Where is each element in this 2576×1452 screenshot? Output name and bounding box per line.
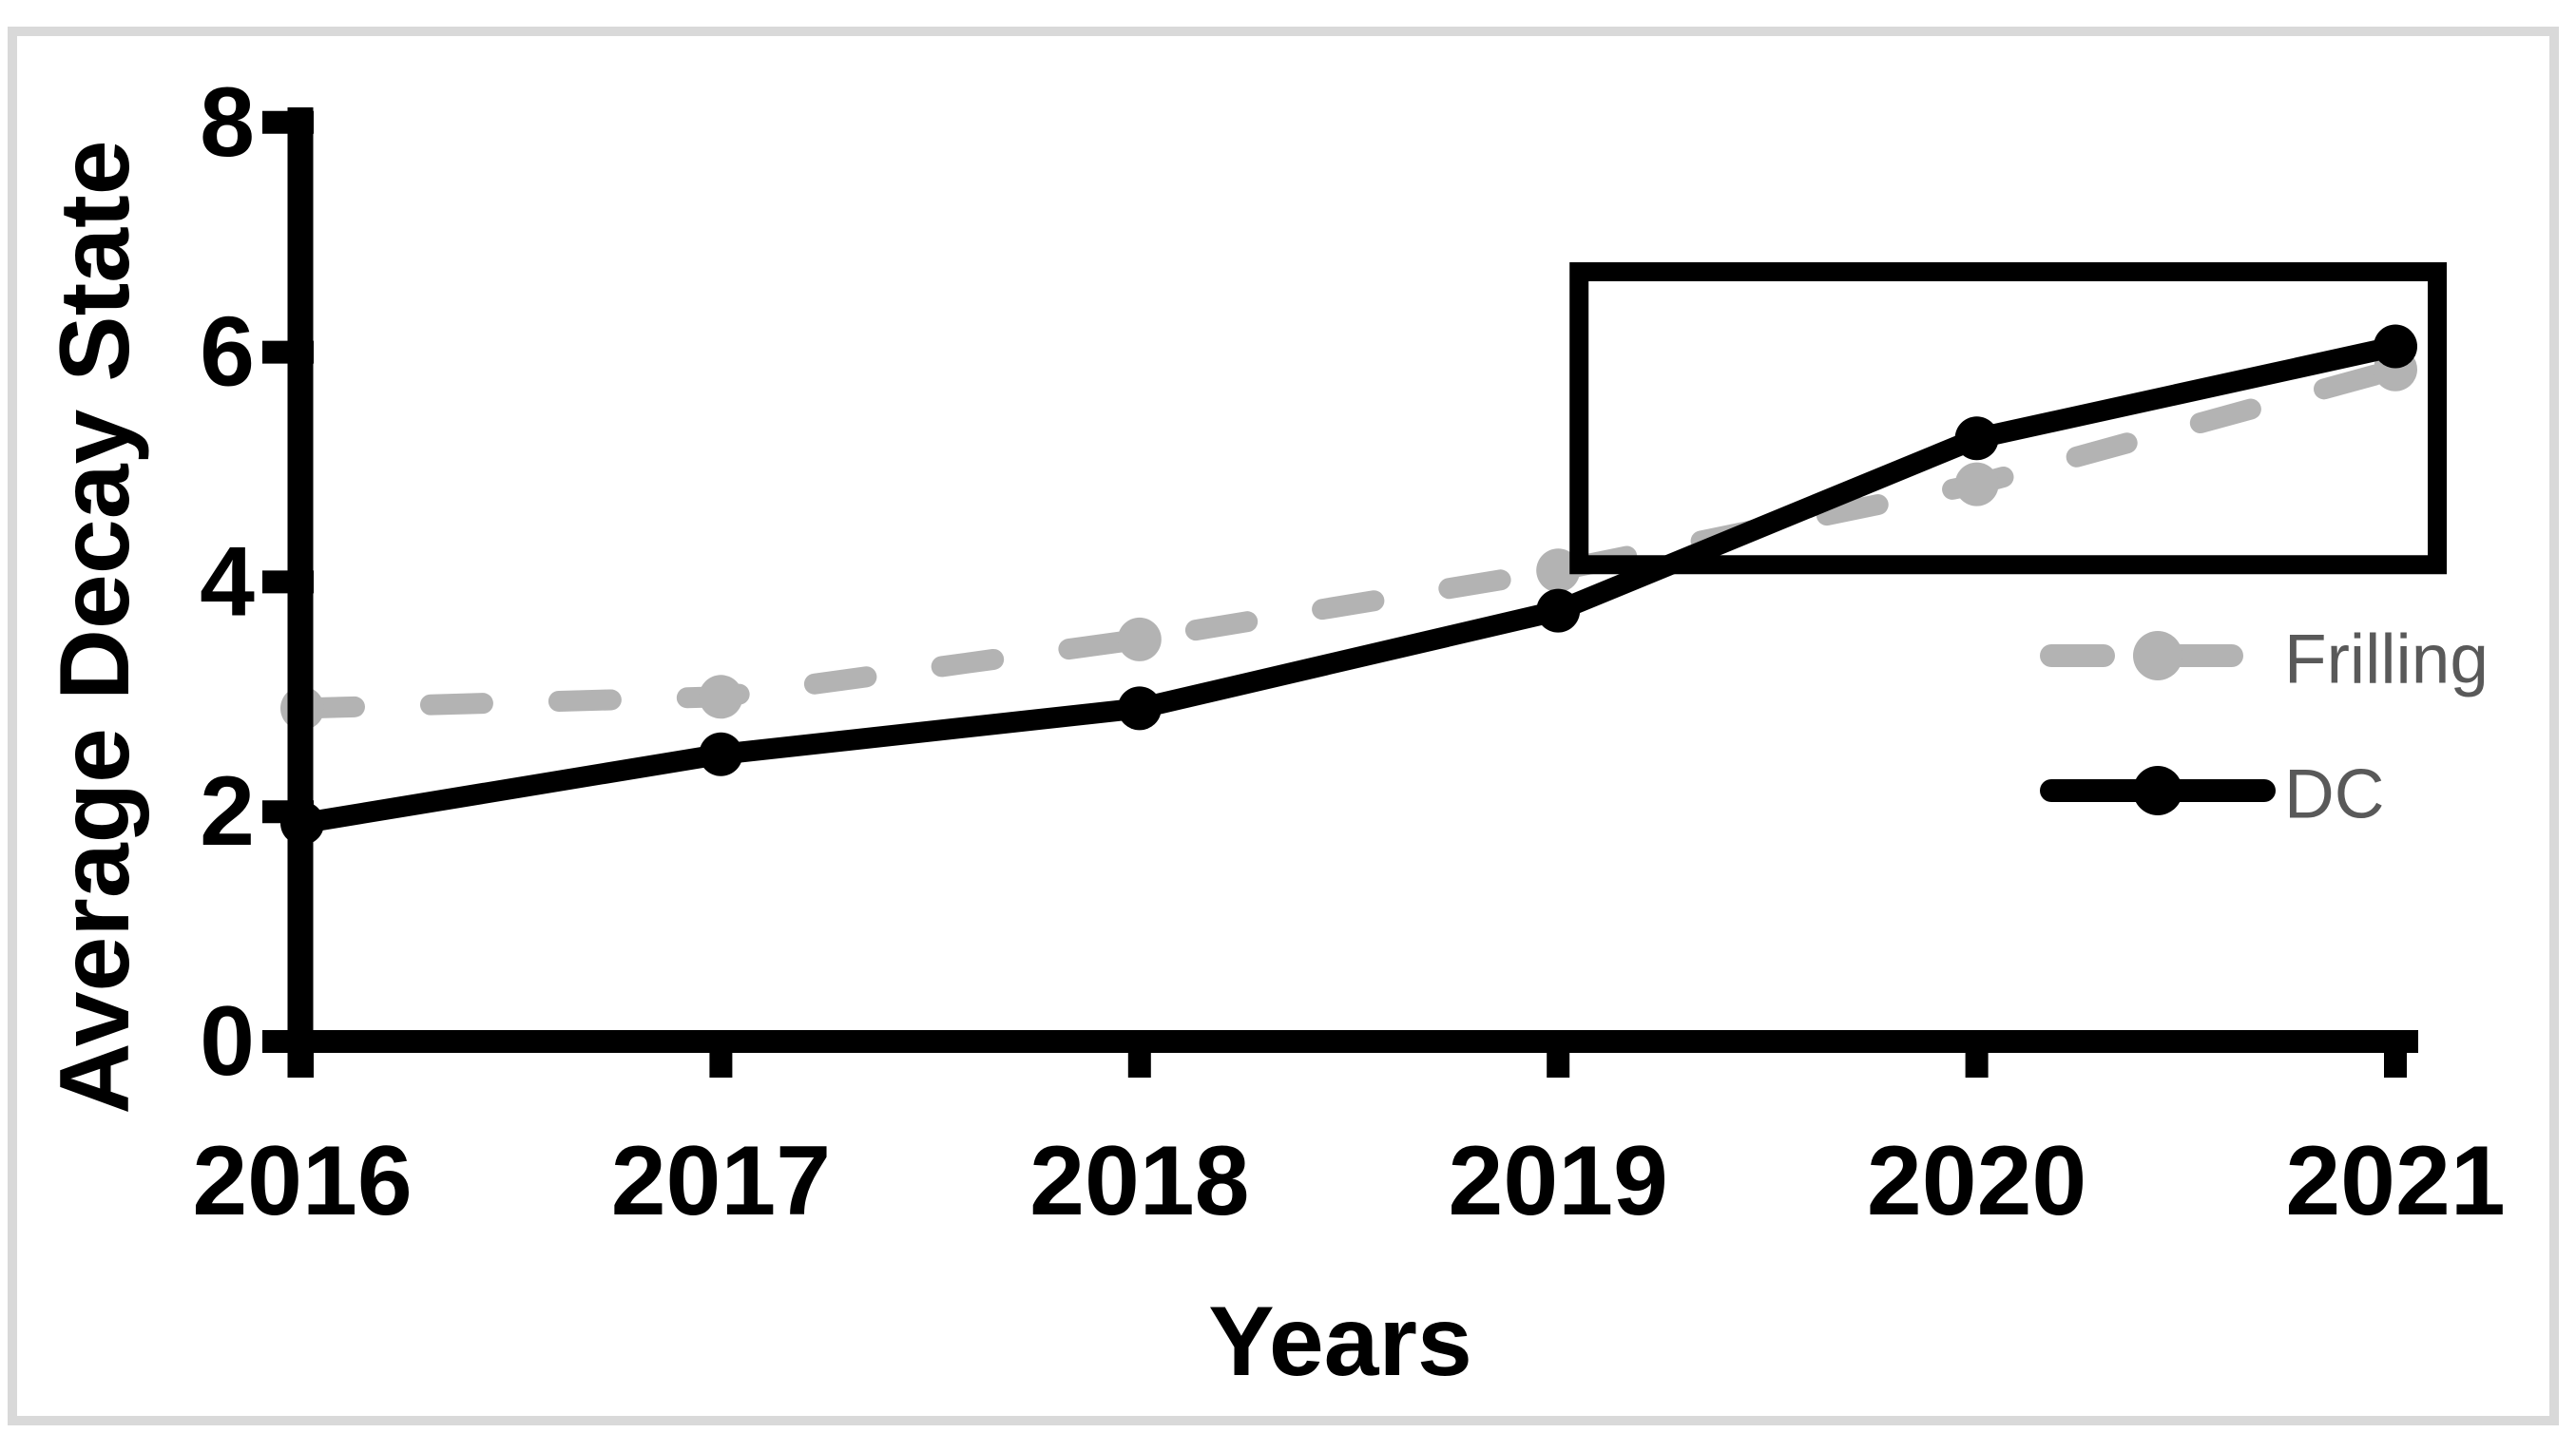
annotation-layer: [1569, 261, 2448, 575]
data-point-dc-2020: [1954, 416, 1999, 461]
y-tick-label-0: 0: [200, 986, 255, 1097]
legend-marker-frilling: [2133, 631, 2182, 680]
y-tick-label-6: 6: [200, 297, 255, 408]
highlight-box: [1569, 261, 2448, 575]
x-axis-title: Years: [1208, 1287, 1472, 1397]
x-tick-label-2019: 2019: [1449, 1126, 1668, 1236]
legend-item-frilling: Frilling: [2040, 621, 2489, 698]
legend-label-dc: DC: [2284, 756, 2384, 833]
data-point-dc-2017: [699, 732, 743, 776]
y-axis-title: Average Decay State: [40, 140, 150, 1114]
legend-item-dc: DC: [2040, 756, 2384, 833]
legend: Frilling DC: [2040, 621, 2489, 833]
data-point-frilling-2018: [1117, 617, 1162, 661]
data-series: [280, 324, 2417, 846]
data-point-frilling-2017: [699, 675, 743, 719]
data-point-dc-2018: [1117, 686, 1162, 731]
data-point-dc-2019: [1536, 588, 1581, 633]
series-line-dc: [292, 335, 2406, 834]
legend-label-frilling: Frilling: [2284, 621, 2489, 698]
figure-border: [8, 27, 2559, 1425]
x-tick-label-2017: 2017: [611, 1126, 831, 1236]
y-tick-label-2: 2: [200, 756, 255, 867]
x-tick-label-2016: 2016: [192, 1126, 412, 1236]
y-tick-label-4: 4: [200, 526, 255, 637]
legend-marker-dc: [2133, 766, 2182, 815]
data-point-frilling-2019: [1536, 548, 1581, 593]
x-tick-label-2020: 2020: [1867, 1126, 2086, 1236]
data-point-dc-2021: [2374, 324, 2417, 369]
x-tick-label-2021: 2021: [2285, 1126, 2505, 1236]
x-tick-label-2018: 2018: [1029, 1126, 1249, 1236]
series-line-frilling: [292, 358, 2406, 719]
y-tick-label-8: 8: [200, 67, 255, 178]
data-point-frilling-2020: [1954, 462, 1999, 506]
x-axis-ticks: 2016 2017 2018 2019 2020 2021: [192, 1036, 2506, 1236]
